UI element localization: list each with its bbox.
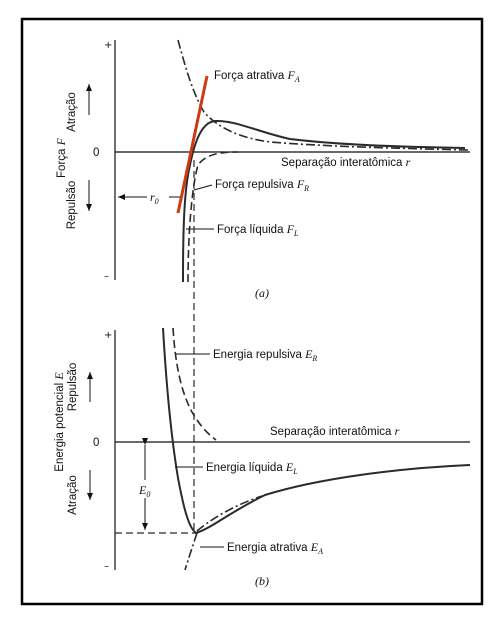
force-repulsion-label: Repulsão <box>66 181 78 230</box>
panel-b-caption: (b) <box>255 574 269 588</box>
r0-label-bg <box>147 188 169 204</box>
net-energy-curve <box>162 327 471 535</box>
energy-attraction-label: Atração <box>67 475 79 515</box>
attractive-force-curve <box>177 39 469 151</box>
r0-label: r0 <box>150 190 159 206</box>
force-attraction-label: Atração <box>66 92 78 132</box>
energy-plus-sign: + <box>104 330 112 341</box>
repulsive-energy-label: Energia repulsiva ER <box>213 347 317 363</box>
panel-b: + 0 – Energia potencial E Repulsão Atraç… <box>52 327 471 588</box>
energy-zero-label: 0 <box>93 437 99 449</box>
figure-frame <box>20 17 484 606</box>
tangent-line <box>176 75 209 214</box>
energy-axis-title: Energia potencial E <box>52 372 66 472</box>
net-energy-label: Energia líquida EL <box>206 460 298 476</box>
repulsive-force-leader <box>193 184 213 191</box>
energy-repulsion-label: Repulsão <box>67 363 79 412</box>
attractive-force-label: Força atrativa FA <box>214 68 300 84</box>
net-force-label: Força líquida FL <box>217 222 299 238</box>
energy-x-axis-label: Separação interatômica r <box>270 424 400 438</box>
net-force-curve <box>182 119 466 283</box>
energy-minus-sign: – <box>104 561 109 572</box>
repulsive-energy-curve <box>172 327 217 441</box>
attractive-energy-curve <box>184 532 198 571</box>
force-plus-sign: + <box>104 40 112 51</box>
repulsive-force-curve <box>187 151 239 283</box>
attractive-energy-curve-top <box>196 495 263 532</box>
force-x-axis-label: Separação interatômica r <box>281 155 411 169</box>
force-minus-sign: – <box>104 271 109 282</box>
attractive-energy-label: Energia atrativa EA <box>227 540 323 556</box>
force-zero-label: 0 <box>93 147 99 159</box>
e0-label-bg <box>135 480 157 498</box>
force-axis-title: Força F <box>54 137 68 178</box>
panel-a-caption: (a) <box>255 286 269 300</box>
repulsive-force-label: Força repulsiva FR <box>215 177 309 193</box>
panel-a: + 0 – Força F Atração Repulsão r0 Força … <box>54 39 470 300</box>
e0-label: E0 <box>138 483 150 499</box>
